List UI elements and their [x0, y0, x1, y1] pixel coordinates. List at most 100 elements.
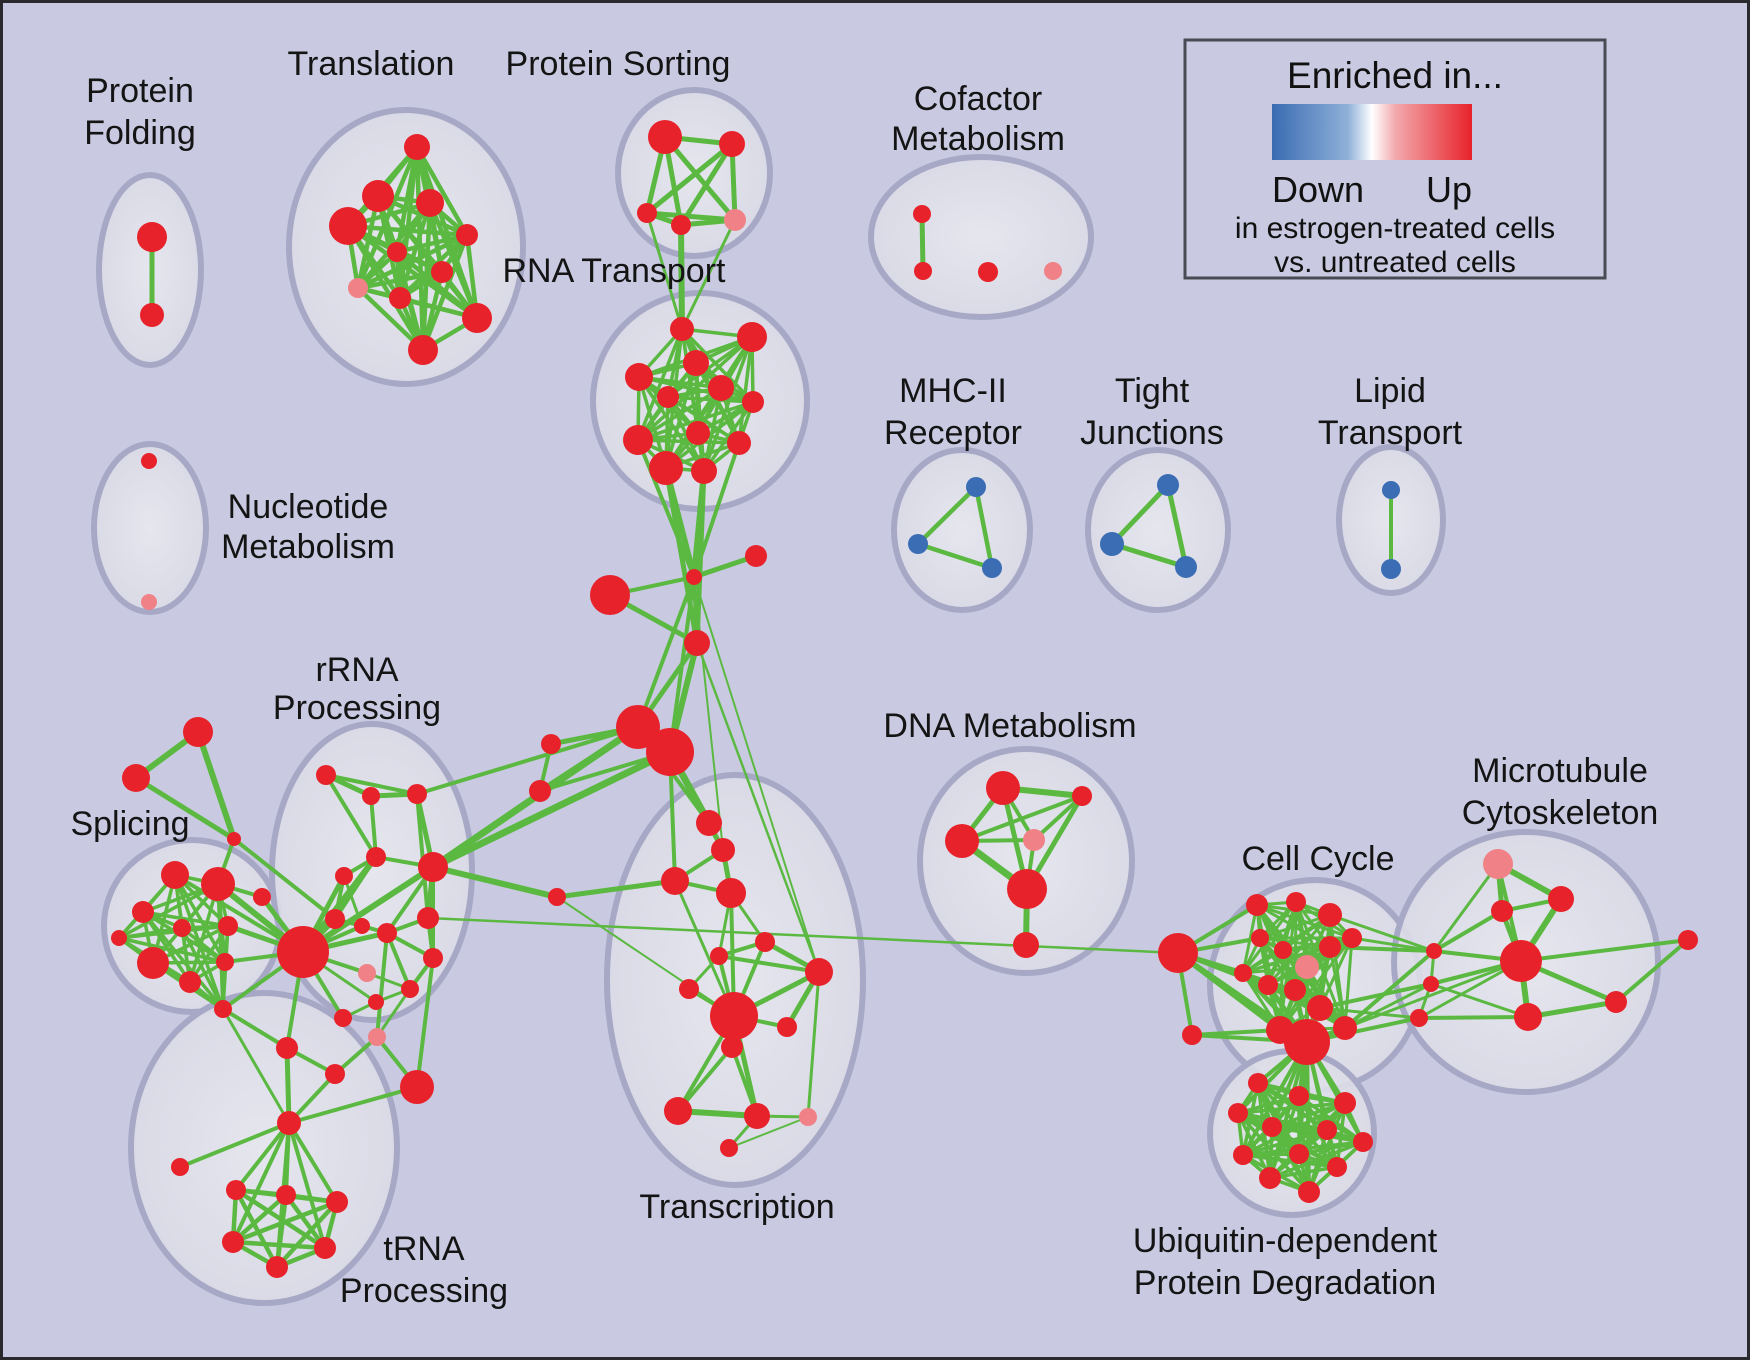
node-RT4: [625, 363, 653, 391]
cluster-label-tight-junctions: Junctions: [1080, 414, 1224, 452]
cluster-label-cofactor-metabolism: Cofactor: [914, 80, 1043, 118]
node-R2: [362, 787, 380, 805]
edge-T3-T11: [345, 223, 426, 353]
legend-title: Enriched in...: [1287, 55, 1503, 96]
edge-S10-TH: [221, 1007, 291, 1125]
node-CC2: [1286, 892, 1306, 912]
edge-R1-R3: [324, 773, 419, 796]
edge-B1-S10: [221, 1007, 289, 1050]
edge-RT4-RT7: [637, 375, 755, 404]
edge-TX14-TX15: [728, 1116, 809, 1149]
edge-TJ1-TJ3: [1165, 482, 1189, 570]
edge-S4-S8: [180, 926, 227, 964]
node-TRL: [171, 1158, 189, 1176]
edge-CC12-J2: [1318, 982, 1433, 1010]
node-R0: [277, 926, 329, 978]
node-S9: [111, 930, 127, 946]
node-TH: [277, 1111, 301, 1135]
node-T6: [387, 242, 407, 262]
node-TX12: [664, 1097, 692, 1125]
cluster-label-trna-processing: tRNA: [383, 1230, 465, 1268]
edge-TJ1-TJ2: [1109, 482, 1171, 547]
node-TX10: [777, 1017, 797, 1037]
edge-C2-TX2: [693, 576, 724, 851]
node-C1: [590, 575, 630, 615]
edge-RT9-RT10: [636, 438, 741, 445]
node-M2: [908, 534, 928, 554]
node-TX6: [710, 947, 728, 965]
legend-gradient-bar: [1272, 104, 1472, 160]
edge-S1-S8: [173, 873, 227, 964]
edge-R6-TX0: [430, 864, 560, 900]
node-RT2: [737, 322, 767, 352]
legend: Enriched in... Down Up in estrogen-treat…: [1183, 38, 1607, 280]
node-U7: [1353, 1132, 1373, 1152]
edge-TX6-TX7: [717, 954, 821, 974]
edge-CC3-J1: [1328, 913, 1436, 953]
node-C2: [686, 569, 702, 585]
node-D4: [1023, 829, 1045, 851]
node-T5: [456, 224, 478, 246]
edge-C2-C5: [636, 575, 696, 729]
node-R3: [407, 784, 427, 804]
node-S10: [214, 1000, 232, 1018]
node-R1: [316, 765, 336, 785]
node-CC12: [1307, 995, 1333, 1021]
node-CC4: [1342, 928, 1362, 948]
node-TX3: [661, 867, 689, 895]
node-RT9: [623, 425, 653, 455]
node-B1: [276, 1037, 298, 1059]
node-MT3: [1491, 900, 1513, 922]
node-CC15: [1333, 1016, 1357, 1040]
node-T11: [408, 335, 438, 365]
node-PS2: [719, 131, 745, 157]
node-CM2: [914, 262, 932, 280]
edge-R1-R4: [324, 773, 378, 859]
edge-P2-R10: [375, 931, 389, 1039]
cluster-label-translation: Translation: [288, 45, 455, 83]
node-D1: [986, 771, 1020, 805]
node-RT10: [727, 431, 751, 455]
node-CC9: [1234, 964, 1252, 982]
node-S3: [132, 901, 154, 923]
node-C6: [646, 728, 694, 776]
edge-T7-T8: [355, 269, 445, 291]
edge-RT11-C4: [663, 465, 700, 646]
node-TX1: [696, 810, 722, 836]
edge-RT7-RT9: [636, 400, 755, 442]
edge-RT1-RT9: [636, 327, 684, 442]
node-PS5: [724, 209, 746, 231]
cluster-label-splicing: Splicing: [70, 805, 189, 843]
node-RT1: [670, 317, 694, 341]
node-U3: [1334, 1092, 1356, 1114]
node-R9: [354, 918, 370, 934]
edge-R13-P2: [375, 987, 412, 1039]
node-TJ1: [1157, 474, 1179, 496]
node-T1: [404, 134, 430, 160]
node-R11: [423, 948, 443, 968]
edge-CC8-J1: [1328, 945, 1436, 953]
cluster-label-microtubule-cytoskeleton: Cytoskeleton: [1462, 794, 1659, 832]
node-TX4: [716, 878, 746, 908]
node-C5: [616, 705, 660, 749]
node-U9: [1289, 1144, 1309, 1164]
node-D5: [1007, 869, 1047, 909]
edge-R2-R4: [369, 794, 378, 859]
node-TR6: [266, 1256, 288, 1278]
node-M3: [982, 558, 1002, 578]
edge-C2-TX7: [693, 576, 820, 973]
node-S4: [173, 919, 191, 937]
cluster-label-tight-junctions: Tight: [1115, 372, 1190, 410]
edge-U10-U11: [1268, 1165, 1339, 1180]
edge-U6-U8: [1241, 1128, 1329, 1157]
edge-RT5-RT12: [702, 386, 723, 473]
node-R14: [334, 1009, 352, 1027]
node-C4: [684, 630, 710, 656]
node-R10: [377, 923, 397, 943]
edge-R10-R13: [385, 931, 412, 991]
node-S1: [161, 861, 189, 889]
edge-TJ2-TJ3: [1109, 541, 1189, 570]
edge-PS5-RT1: [680, 218, 737, 331]
node-T9: [389, 287, 411, 309]
node-CC6: [1274, 941, 1292, 959]
